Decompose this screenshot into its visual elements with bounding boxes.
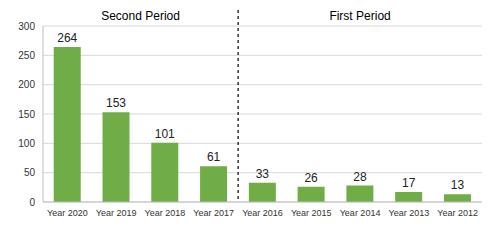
svg-text:Year 2020: Year 2020 — [47, 208, 88, 218]
svg-text:150: 150 — [18, 109, 35, 120]
svg-text:101: 101 — [155, 127, 175, 141]
svg-text:200: 200 — [18, 79, 35, 90]
svg-text:100: 100 — [18, 138, 35, 149]
svg-text:Year 2013: Year 2013 — [388, 208, 429, 218]
svg-text:Year 2015: Year 2015 — [291, 208, 332, 218]
svg-text:First Period: First Period — [329, 9, 390, 23]
svg-text:28: 28 — [353, 170, 367, 184]
svg-text:26: 26 — [304, 171, 318, 185]
svg-text:61: 61 — [207, 150, 221, 164]
svg-text:0: 0 — [29, 197, 35, 208]
svg-text:Year 2017: Year 2017 — [193, 208, 234, 218]
svg-text:17: 17 — [402, 176, 416, 190]
svg-text:250: 250 — [18, 50, 35, 61]
svg-text:33: 33 — [256, 167, 270, 181]
svg-text:Year 2012: Year 2012 — [437, 208, 478, 218]
svg-text:Second Period: Second Period — [101, 9, 180, 23]
svg-text:Year 2016: Year 2016 — [242, 208, 283, 218]
svg-text:153: 153 — [106, 96, 126, 110]
svg-text:13: 13 — [451, 178, 465, 192]
svg-text:300: 300 — [18, 21, 35, 32]
svg-text:264: 264 — [57, 31, 77, 45]
svg-text:Year 2019: Year 2019 — [96, 208, 137, 218]
svg-text:50: 50 — [24, 167, 36, 178]
svg-text:Year 2018: Year 2018 — [145, 208, 186, 218]
svg-text:Year 2014: Year 2014 — [340, 208, 381, 218]
